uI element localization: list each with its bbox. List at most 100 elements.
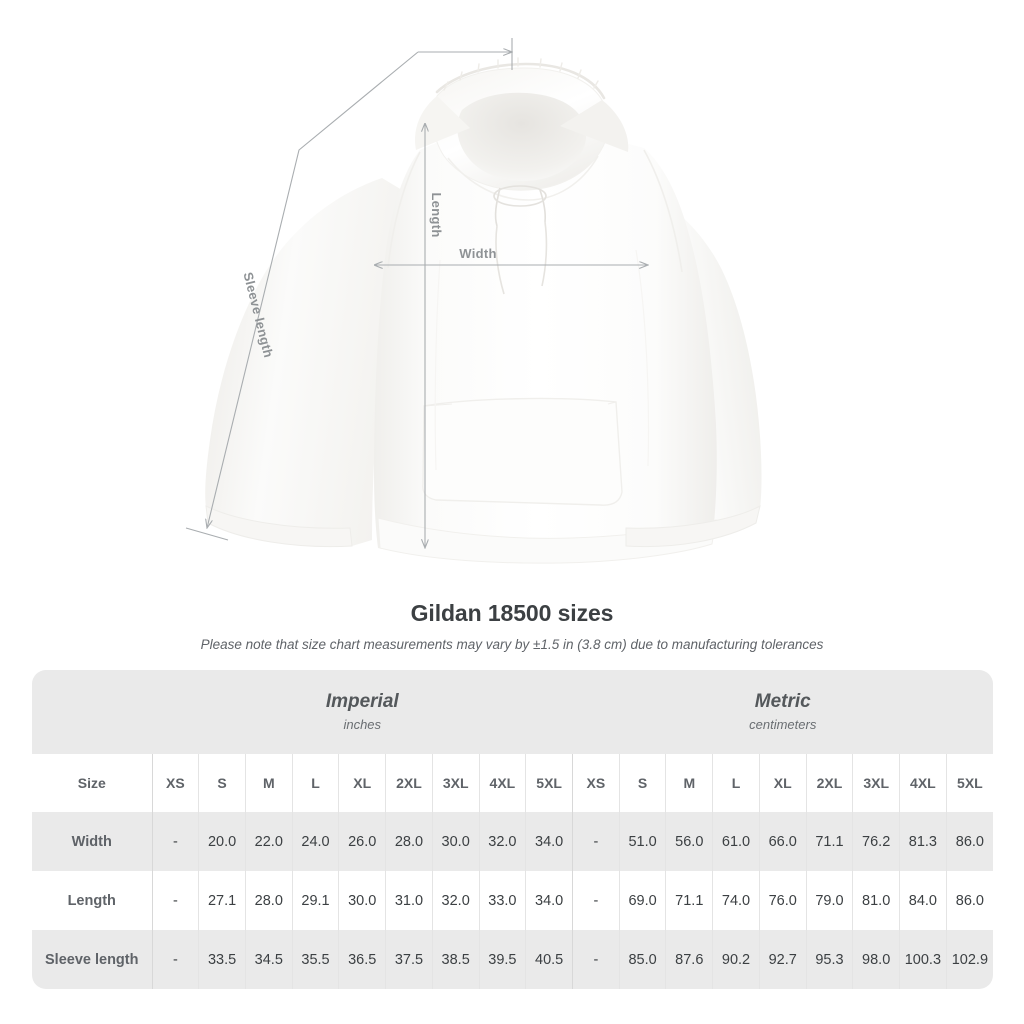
cell-width-metric-s: 51.0 — [618, 812, 666, 871]
unit-group-subtitle: centimeters — [749, 717, 817, 732]
row-label-width: Width — [32, 812, 152, 871]
cell-sleeve-length-metric-s: 85.0 — [618, 930, 666, 989]
size-header-s-metric: S — [618, 754, 666, 812]
cell-sleeve-length-imperial-s: 33.5 — [198, 930, 246, 989]
size-chart-table: Imperial inches Metric centimeters Size XS S M L… — [32, 670, 993, 989]
cell-length-metric-2xl: 79.0 — [805, 871, 853, 930]
cell-length-imperial-s: 27.1 — [198, 871, 246, 930]
width-dimension: Width — [375, 246, 648, 265]
length-dimension: Length — [425, 124, 444, 548]
cell-length-imperial-5xl: 34.0 — [525, 871, 573, 930]
hoodie-graphic — [205, 57, 762, 564]
cell-length-imperial-3xl: 32.0 — [431, 871, 480, 930]
cell-width-metric-2xl: 71.1 — [805, 812, 853, 871]
size-chart-table-container: Imperial inches Metric centimeters Size XS S M L… — [32, 670, 993, 989]
width-label: Width — [459, 246, 496, 261]
cell-width-imperial-l: 24.0 — [291, 812, 339, 871]
size-header-m-metric: M — [665, 754, 713, 812]
table-row: Length -27.1 28.0 29.1 30.0 31.0 32.0 33.0 34.0-… — [32, 871, 993, 930]
unit-group-name: Metric — [754, 691, 811, 712]
cell-width-imperial-s: 20.0 — [198, 812, 246, 871]
cell-width-metric-l: 61.0 — [712, 812, 760, 871]
cell-length-metric-l: 74.0 — [712, 871, 760, 930]
size-header-3xl-imperial: 3XL — [431, 754, 480, 812]
size-header-4xl-metric: 4XL — [899, 754, 947, 812]
cell-sleeve-length-imperial-2xl: 37.5 — [385, 930, 433, 989]
cell-width-metric-4xl: 81.3 — [899, 812, 947, 871]
size-header-xl-imperial: XL — [338, 754, 386, 812]
size-header-2xl-imperial: 2XL — [385, 754, 433, 812]
cell-length-metric-3xl: 81.0 — [852, 871, 900, 930]
length-label: Length — [429, 192, 444, 237]
cell-sleeve-length-metric-m: 87.6 — [665, 930, 713, 989]
row-label-length: Length — [32, 871, 152, 930]
cell-sleeve-length-metric-3xl: 98.0 — [852, 930, 900, 989]
cell-sleeve-length-metric-5xl: 102.9 — [945, 930, 993, 989]
cell-length-imperial-m: 28.0 — [244, 871, 293, 930]
cell-length-imperial-4xl: 33.0 — [478, 871, 526, 930]
garment-illustration: Sleeve length Length Width — [185, 38, 762, 564]
cell-length-metric-5xl: 86.0 — [945, 871, 993, 930]
cell-width-metric-5xl: 86.0 — [945, 812, 993, 871]
cell-width-imperial-4xl: 32.0 — [478, 812, 526, 871]
cell-width-metric-xl: 66.0 — [758, 812, 807, 871]
size-header-row: Size XS S M L XL 2XL 3XL 4XL 5XL XS S M L XL 2XL 3XL 4XL 5… — [32, 754, 993, 812]
cell-length-imperial-xl: 30.0 — [338, 871, 386, 930]
cell-sleeve-length-metric-xl: 92.7 — [758, 930, 807, 989]
cell-width-imperial-xl: 26.0 — [338, 812, 386, 871]
unit-group-metric: Metric centimeters — [572, 670, 993, 754]
cell-sleeve-length-imperial-3xl: 38.5 — [431, 930, 480, 989]
unit-group-subtitle: inches — [343, 717, 382, 732]
tolerance-note: Please note that size chart measurements… — [200, 637, 824, 652]
unit-row-spacer — [32, 670, 152, 754]
size-header-xl-metric: XL — [758, 754, 807, 812]
cell-sleeve-length-imperial-m: 34.5 — [244, 930, 293, 989]
size-header-xs-metric: XS — [572, 754, 620, 812]
cell-length-metric-m: 71.1 — [665, 871, 713, 930]
cell-sleeve-length-imperial-xl: 36.5 — [338, 930, 386, 989]
cell-width-imperial-m: 22.0 — [244, 812, 293, 871]
table-row: Sleeve length -33.5 34.5 35.5 36.5 37.5 38.5 39… — [32, 930, 993, 989]
cell-length-metric-s: 69.0 — [618, 871, 666, 930]
cell-length-imperial-l: 29.1 — [291, 871, 339, 930]
cell-sleeve-length-imperial-xs: - — [151, 930, 199, 989]
unit-group-name: Imperial — [325, 691, 399, 712]
row-label-sleeve-length: Sleeve length — [32, 930, 152, 989]
unit-group-imperial: Imperial inches — [152, 670, 573, 754]
size-header-4xl-imperial: 4XL — [478, 754, 526, 812]
cell-length-metric-4xl: 84.0 — [899, 871, 947, 930]
size-header-l-metric: L — [712, 754, 760, 812]
cell-sleeve-length-imperial-4xl: 39.5 — [478, 930, 526, 989]
cell-length-metric-xl: 76.0 — [758, 871, 807, 930]
page-title: Gildan 18500 sizes — [410, 600, 614, 626]
size-header-label: Size — [32, 754, 152, 812]
size-header-l-imperial: L — [291, 754, 339, 812]
table-row: Width -20.0 22.0 24.0 26.0 28.0 30.0 32.0 34.0-5… — [32, 812, 993, 871]
cell-length-metric-xs: - — [572, 871, 620, 930]
unit-group-row: Imperial inches Metric centimeters — [32, 670, 993, 754]
cell-width-metric-3xl: 76.2 — [852, 812, 900, 871]
cell-width-imperial-xs: - — [151, 812, 199, 871]
size-header-3xl-metric: 3XL — [852, 754, 900, 812]
cell-sleeve-length-metric-xs: - — [572, 930, 620, 989]
cell-sleeve-length-imperial-l: 35.5 — [291, 930, 339, 989]
cell-sleeve-length-metric-2xl: 95.3 — [805, 930, 853, 989]
size-header-2xl-metric: 2XL — [805, 754, 853, 812]
size-header-5xl-metric: 5XL — [945, 754, 993, 812]
cell-length-imperial-xs: - — [151, 871, 199, 930]
cell-sleeve-length-metric-l: 90.2 — [712, 930, 760, 989]
cell-width-metric-m: 56.0 — [665, 812, 713, 871]
cell-sleeve-length-metric-4xl: 100.3 — [899, 930, 947, 989]
cell-sleeve-length-imperial-5xl: 40.5 — [525, 930, 573, 989]
cell-width-imperial-2xl: 28.0 — [385, 812, 433, 871]
title-block: Gildan 18500 sizes Please note that size… — [0, 598, 1024, 654]
cell-length-imperial-2xl: 31.0 — [385, 871, 433, 930]
size-header-5xl-imperial: 5XL — [525, 754, 573, 812]
cell-width-imperial-3xl: 30.0 — [431, 812, 480, 871]
cell-width-metric-xs: - — [572, 812, 620, 871]
cell-width-imperial-5xl: 34.0 — [525, 812, 573, 871]
size-header-xs-imperial: XS — [151, 754, 199, 812]
size-header-s-imperial: S — [198, 754, 246, 812]
size-header-m-imperial: M — [244, 754, 293, 812]
